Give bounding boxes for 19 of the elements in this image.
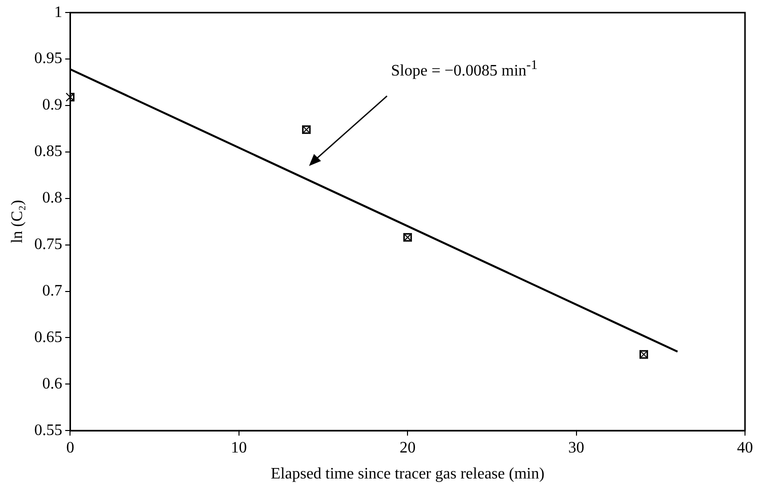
y-tick-label: 1 (54, 4, 62, 21)
y-tick-label: 0.95 (34, 50, 62, 68)
y-tick-label: 0.85 (34, 143, 62, 160)
y-tick-label: 0.65 (34, 328, 62, 346)
x-tick-label: 10 (230, 439, 247, 456)
point (66, 92, 75, 102)
annotation: Slope = −0.0085 min$^{-1}$ (391, 57, 538, 80)
x-tick-label: 30 (568, 439, 584, 456)
y-tick-label: 0.8 (42, 190, 62, 207)
y-tick-label: 0.55 (34, 422, 62, 439)
y-axis-title: ln (C₂) (8, 200, 26, 244)
y-tick-label: 0.9 (42, 96, 62, 114)
x-tick-label: 0 (66, 439, 74, 456)
x-tick-label: 20 (400, 439, 416, 456)
x-tick-label: 40 (737, 439, 753, 456)
y-tick-label: 0.75 (34, 236, 62, 254)
y-tick-label: 0.7 (42, 282, 62, 300)
x-axis-title: Elapsed time since tracer gas release (min) (270, 466, 544, 483)
y-tick-label: 0.6 (42, 375, 62, 392)
